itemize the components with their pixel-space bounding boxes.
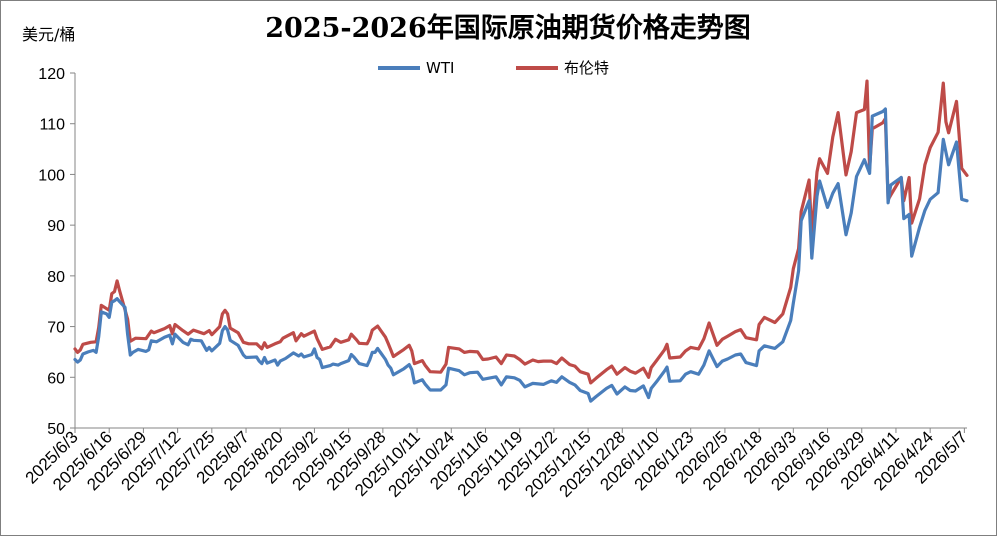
y-tick-label: 120: [38, 66, 65, 83]
y-tick-label: 110: [39, 117, 65, 134]
chart-title: 2025-2026年国际原油期货价格走势图: [265, 12, 751, 44]
legend-label-brent: 布伦特: [564, 59, 609, 77]
y-tick-label: 50: [47, 421, 65, 438]
series-layer: [73, 79, 969, 403]
x-axis: 2025/6/32025/6/162025/6/292025/7/122025/…: [22, 427, 972, 501]
legend-label-wti: WTI: [426, 59, 454, 77]
y-axis: 50 60 70 80 90 100 110 120: [38, 66, 76, 438]
series-line-wti: [73, 107, 969, 403]
y-axis-unit-label: 美元/桶: [22, 25, 75, 44]
y-tick-label: 70: [47, 320, 65, 337]
y-tick-label: 60: [47, 370, 65, 387]
y-tick-label: 90: [47, 218, 65, 235]
y-tick-label: 100: [38, 167, 65, 184]
y-tick-label: 80: [47, 269, 65, 286]
series-line-brent: [73, 79, 969, 385]
legend: WTI 布伦特: [378, 59, 609, 77]
